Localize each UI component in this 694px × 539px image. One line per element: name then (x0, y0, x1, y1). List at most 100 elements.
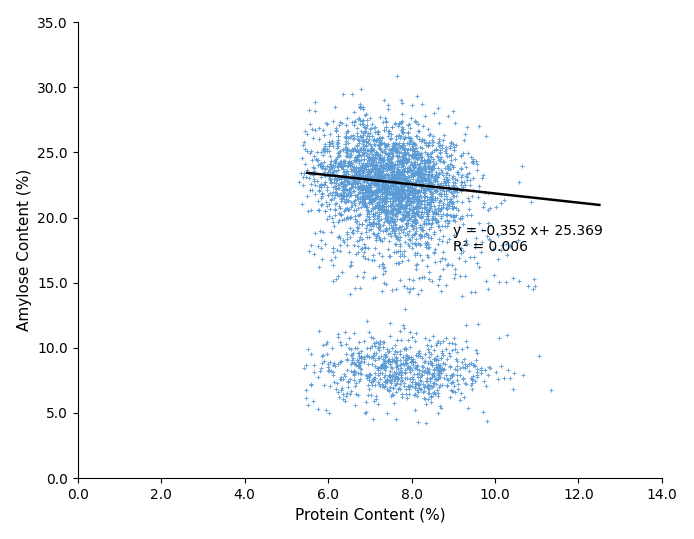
Point (362, 167, 373, 175)
Point (356, 357, 367, 365)
Point (422, 374, 433, 382)
Point (462, 362, 473, 370)
Point (438, 248, 449, 257)
Point (368, 187, 379, 196)
Point (388, 229, 399, 237)
Point (385, 229, 396, 238)
Point (376, 163, 387, 171)
Point (331, 161, 342, 170)
Point (341, 170, 352, 179)
Point (348, 165, 359, 174)
Point (398, 210, 409, 219)
Point (401, 201, 412, 210)
Point (373, 164, 384, 172)
Point (346, 183, 357, 192)
Point (383, 224, 394, 232)
Point (398, 165, 409, 174)
Point (384, 209, 395, 217)
Point (434, 137, 445, 146)
Point (371, 193, 382, 202)
Point (434, 362, 445, 371)
Point (378, 195, 389, 203)
Point (382, 162, 393, 170)
Point (367, 187, 378, 196)
Point (369, 202, 380, 211)
Point (383, 213, 394, 222)
Point (396, 209, 407, 218)
Point (358, 139, 369, 148)
Point (394, 190, 405, 199)
Point (459, 130, 471, 139)
Point (406, 179, 417, 188)
Point (387, 122, 398, 131)
Point (463, 360, 474, 368)
Point (363, 220, 374, 229)
Point (502, 366, 514, 375)
Point (407, 204, 418, 213)
Point (297, 200, 308, 209)
Point (297, 181, 308, 189)
Point (402, 364, 413, 372)
Point (428, 332, 439, 341)
Point (335, 160, 346, 168)
Point (371, 136, 382, 145)
Point (373, 144, 384, 153)
Point (404, 140, 415, 148)
Point (345, 149, 356, 158)
Point (434, 142, 445, 150)
Point (382, 194, 393, 202)
Point (422, 197, 433, 206)
Point (381, 207, 392, 216)
Point (443, 234, 455, 243)
Point (368, 161, 379, 169)
Point (378, 188, 389, 196)
Point (382, 178, 393, 187)
Point (350, 177, 361, 185)
Point (353, 185, 364, 194)
Point (369, 381, 380, 389)
Point (451, 348, 462, 356)
Point (379, 206, 390, 215)
Point (399, 204, 410, 213)
Point (420, 170, 431, 178)
Point (418, 197, 430, 205)
Point (315, 179, 326, 188)
Point (339, 188, 350, 196)
Point (393, 130, 404, 139)
Point (391, 375, 403, 383)
Point (382, 186, 393, 195)
Point (386, 188, 397, 196)
Point (382, 188, 393, 197)
Point (369, 141, 380, 150)
Point (440, 173, 451, 182)
Point (446, 155, 457, 164)
Point (418, 159, 430, 168)
Point (387, 343, 398, 352)
Point (384, 179, 396, 188)
Point (325, 175, 336, 184)
Point (424, 358, 435, 367)
Point (383, 170, 394, 179)
Point (434, 141, 445, 149)
Point (371, 198, 382, 207)
Point (337, 384, 348, 393)
Point (389, 161, 400, 170)
Point (414, 162, 425, 171)
Point (327, 213, 338, 222)
Point (395, 377, 406, 385)
Point (341, 146, 352, 155)
Point (361, 159, 372, 168)
Point (360, 135, 371, 144)
Point (361, 109, 372, 118)
Point (321, 197, 332, 206)
Point (366, 168, 377, 176)
Point (339, 157, 350, 165)
Point (429, 378, 440, 387)
Point (368, 334, 379, 342)
Point (418, 363, 429, 371)
Point (452, 184, 463, 192)
Point (434, 372, 445, 381)
Point (335, 234, 346, 243)
Point (393, 163, 404, 172)
Point (393, 370, 404, 378)
